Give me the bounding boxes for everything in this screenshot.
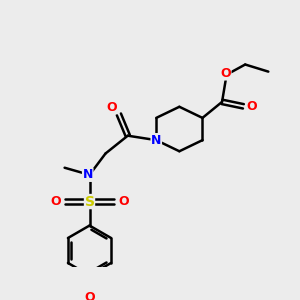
Text: N: N [82, 168, 93, 181]
Text: N: N [151, 134, 161, 147]
Text: O: O [246, 100, 257, 113]
Text: O: O [118, 195, 129, 208]
Text: O: O [220, 67, 231, 80]
Text: S: S [85, 194, 94, 208]
Text: O: O [50, 195, 61, 208]
Text: O: O [106, 101, 117, 114]
Text: O: O [84, 291, 95, 300]
